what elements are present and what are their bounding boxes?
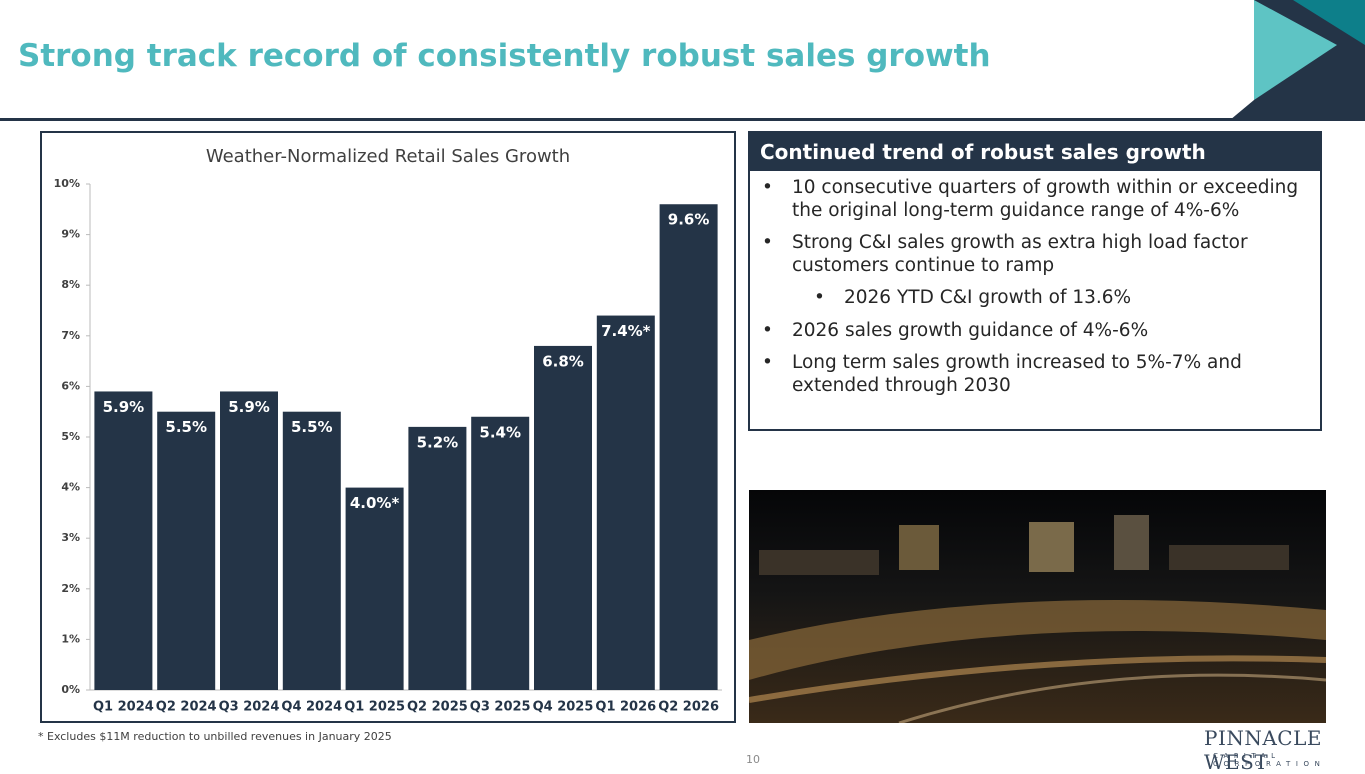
bullet-text: 2026 sales growth guidance of 4%-6%: [792, 319, 1149, 341]
bullet: Strong C&I sales growth as extra high lo…: [762, 232, 1310, 310]
x-tick-label: Q3 2025: [470, 700, 531, 715]
x-tick-label: Q2 2026: [658, 700, 719, 715]
sub-bullet-list: 2026 YTD C&I growth of 13.6%: [792, 287, 1310, 310]
chart-title: Weather-Normalized Retail Sales Growth: [206, 146, 570, 167]
value-label: 5.2%: [417, 433, 459, 451]
x-tick-label: Q1 2026: [595, 700, 656, 715]
bar: [534, 345, 592, 690]
bar: [596, 315, 655, 690]
value-label: 6.8%: [542, 352, 584, 370]
bullet: 10 consecutive quarters of growth within…: [762, 177, 1310, 222]
y-tick-label: 1%: [61, 632, 80, 645]
y-tick-label: 6%: [61, 379, 80, 392]
bullet: 2026 YTD C&I growth of 13.6%: [814, 287, 1300, 310]
value-label: 9.6%: [668, 211, 710, 229]
value-label: 5.4%: [479, 423, 521, 441]
bullet-text: 10 consecutive quarters of growth within…: [792, 177, 1299, 221]
y-tick-label: 7%: [61, 329, 80, 342]
bullet-text: 2026 YTD C&I growth of 13.6%: [844, 287, 1132, 308]
value-label: 5.9%: [103, 398, 145, 416]
y-tick-label: 10%: [54, 177, 80, 190]
corner-accent: [1293, 0, 1365, 45]
value-label: 7.4%*: [601, 322, 651, 340]
footnote: * Excludes $11M reduction to unbilled re…: [38, 730, 392, 743]
x-tick-label: Q4 2024: [281, 700, 342, 715]
corner-decoration: [1230, 0, 1365, 120]
x-tick-label: Q2 2024: [156, 700, 217, 715]
corner-teal: [1254, 0, 1337, 100]
x-tick-label: Q3 2024: [219, 700, 280, 715]
y-tick-label: 4%: [61, 481, 80, 494]
header-rule: [0, 118, 1365, 121]
value-label: 4.0%*: [350, 494, 400, 512]
bullet-text: Strong C&I sales growth as extra high lo…: [792, 232, 1248, 276]
bar: [471, 416, 530, 690]
y-tick-label: 0%: [61, 683, 80, 696]
y-tick-label: 5%: [61, 430, 80, 443]
y-tick-label: 8%: [61, 278, 80, 291]
bar: [659, 204, 718, 691]
bullet-list: 10 consecutive quarters of growth within…: [750, 177, 1320, 397]
value-label: 5.5%: [165, 418, 207, 436]
value-label: 5.9%: [228, 398, 270, 416]
bullet: Long term sales growth increased to 5%-7…: [762, 352, 1310, 397]
x-tick-label: Q4 2025: [533, 700, 594, 715]
y-tick-label: 2%: [61, 582, 80, 595]
bar: [157, 411, 216, 690]
chart: Weather-Normalized Retail Sales Growth 0…: [40, 131, 736, 723]
bar: [220, 391, 278, 690]
bullet: 2026 sales growth guidance of 4%-6%: [762, 319, 1310, 343]
y-tick-label: 9%: [61, 228, 80, 241]
x-tick-label: Q1 2024: [93, 700, 154, 715]
x-tick-label: Q1 2025: [344, 700, 405, 715]
page-number: 10: [746, 753, 760, 766]
panel-title: Continued trend of robust sales growth: [750, 133, 1320, 171]
logo-tagline: CAPITAL CORPORATION: [1213, 752, 1326, 768]
bar: [408, 426, 467, 690]
chart-frame: [40, 131, 736, 723]
text-panel: Continued trend of robust sales growth 1…: [748, 131, 1322, 431]
bullet-text: Long term sales growth increased to 5%-7…: [792, 352, 1242, 396]
slide-title: Strong track record of consistently robu…: [18, 38, 991, 74]
bar: [282, 411, 341, 690]
y-tick-label: 3%: [61, 531, 80, 544]
photo: [749, 490, 1326, 723]
value-label: 5.5%: [291, 418, 333, 436]
x-tick-label: Q2 2025: [407, 700, 468, 715]
bar: [345, 487, 404, 690]
bar: [94, 391, 153, 690]
